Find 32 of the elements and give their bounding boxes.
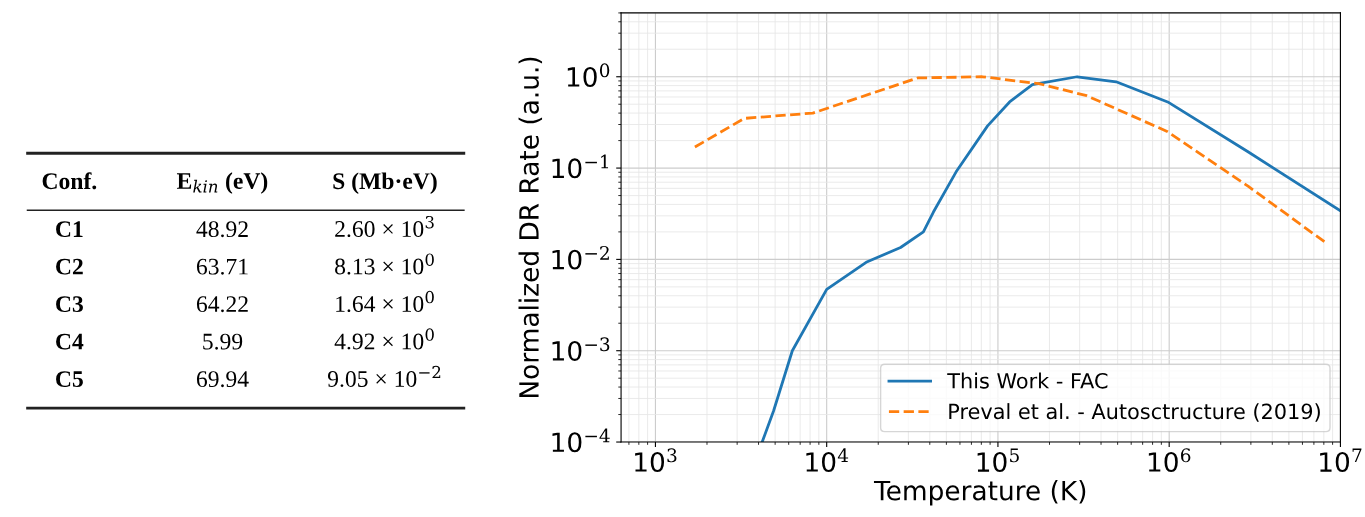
text: 8.13 × 10$^{0}$ [335,253,434,275]
x-axis-title: Temperature (K) [873,480,1086,506]
text: S (Mb·eV) [333,172,437,194]
text: 63.71 [196,258,248,275]
legend-label: This Work - FAC [947,372,1108,389]
text: 2.60 × 10$^{3}$ [335,215,434,238]
text: C1 [56,221,83,238]
y-tick-label: 10$^{−2}$ [552,245,609,270]
text: 9.05 × 10$^{−2}$ [327,365,441,388]
y-tick-label: 10$^{−3}$ [552,337,610,361]
text: Conf. [42,172,97,190]
text: C5 [56,371,83,388]
x-tick-label: 10$^{6}$ [1148,448,1191,472]
x-tick-label: 10$^{7}$ [1320,448,1362,473]
legend-label: Preval et al. - Autosctructure (2019) [949,403,1320,422]
text: 48.92 [196,221,248,238]
text: 4.92 × 10$^{0}$ [334,328,434,350]
y-tick-label: 10$^{−1}$ [552,154,609,179]
text: 1.64 × 10$^{0}$ [336,290,434,313]
y-tick-label: 10$^{−4}$ [552,428,610,453]
text: 69.94 [196,371,249,388]
x-tick-label: 10$^{3}$ [635,448,677,472]
text: C2 [56,258,83,275]
y-axis-title: Normalized DR Rate (a.u.) [518,57,543,397]
y-tick-label: 10$^{0}$ [567,63,610,87]
text: 64.22 [196,296,248,313]
text: E$_{kin}$ (eV) [176,172,268,194]
x-tick-label: 10$^{5}$ [977,448,1019,473]
x-tick-label: 10$^{4}$ [806,448,849,472]
text: C3 [56,296,83,313]
text: 5.99 [203,333,243,350]
text: C4 [56,333,84,350]
